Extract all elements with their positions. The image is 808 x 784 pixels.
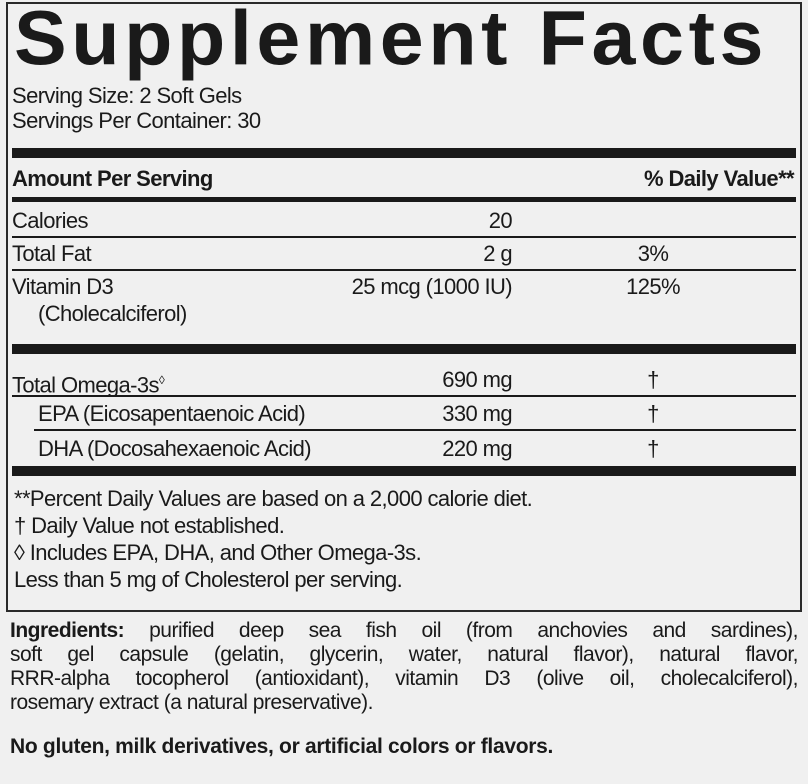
footnote: † Daily Value not established. (14, 513, 285, 538)
supplement-facts-panel: Supplement Facts Serving Size: 2 Soft Ge… (6, 0, 802, 612)
footnote: ◊ Includes EPA, DHA, and Other Omega-3s. (14, 540, 422, 565)
panel-title: Supplement Facts (14, 0, 769, 82)
footnote: Less than 5 mg of Cholesterol per servin… (14, 567, 403, 592)
nutrient-name: Calories (12, 208, 89, 233)
ingredients-text: purified deep sea fish oil (from anchovi… (149, 619, 798, 642)
serving-size: Serving Size: 2 Soft Gels (12, 83, 242, 108)
divider-thin (34, 429, 796, 431)
nutrient-amount: 20 (488, 208, 513, 233)
ingredients: Ingredients: purified deep sea fish oil … (10, 619, 799, 715)
allergen-statement: No gluten, milk derivatives, or artifici… (10, 735, 554, 758)
divider-thin (12, 269, 796, 271)
divider-medium (12, 197, 796, 202)
nutrient-amount: 2 g (483, 241, 512, 266)
ingredients-line: Ingredients: purified deep sea fish oil … (10, 619, 798, 643)
divider-thin (12, 395, 796, 397)
footnote-marker: ◊ (158, 373, 165, 387)
amount-per-serving-header: Amount Per Serving (12, 166, 213, 191)
nutrient-name: EPA (Eicosapentaenoic Acid) (38, 401, 306, 426)
nutrient-dv: † (647, 436, 659, 461)
nutrient-dv: 125% (626, 274, 680, 299)
nutrient-amount: 690 mg (442, 367, 512, 392)
divider-thin (12, 236, 796, 238)
nutrient-amount: 220 mg (442, 436, 512, 461)
nutrient-dv: † (647, 367, 659, 392)
footnote: **Percent Daily Values are based on a 2,… (14, 486, 533, 511)
nutrient-dv: † (647, 401, 659, 426)
nutrient-name: Vitamin D3 (12, 274, 114, 299)
nutrient-name: Total Fat (12, 241, 92, 266)
ingredients-line: rosemary extract (a natural preservative… (10, 691, 373, 714)
nutrient-subname: (Cholecalciferol) (38, 301, 187, 326)
nutrient-name: DHA (Docosahexaenoic Acid) (38, 436, 312, 461)
ingredients-label: Ingredients: (10, 619, 125, 642)
daily-value-header: % Daily Value** (644, 166, 795, 191)
divider-thick (12, 466, 796, 476)
nutrient-name-text: Total Omega-3s (12, 372, 159, 398)
ingredients-line: RRR-alpha tocopherol (antioxidant), vita… (10, 667, 799, 690)
divider-thick (12, 148, 796, 158)
nutrient-amount: 25 mcg (1000 IU) (351, 274, 513, 299)
nutrient-amount: 330 mg (442, 401, 512, 426)
ingredients-line: soft gel capsule (gelatin, glycerin, wat… (10, 643, 799, 666)
nutrient-name: Total Omega-3s◊ (12, 367, 165, 398)
servings-per-container: Servings Per Container: 30 (12, 108, 261, 133)
divider-thick (12, 344, 796, 354)
nutrient-dv: 3% (637, 241, 669, 266)
